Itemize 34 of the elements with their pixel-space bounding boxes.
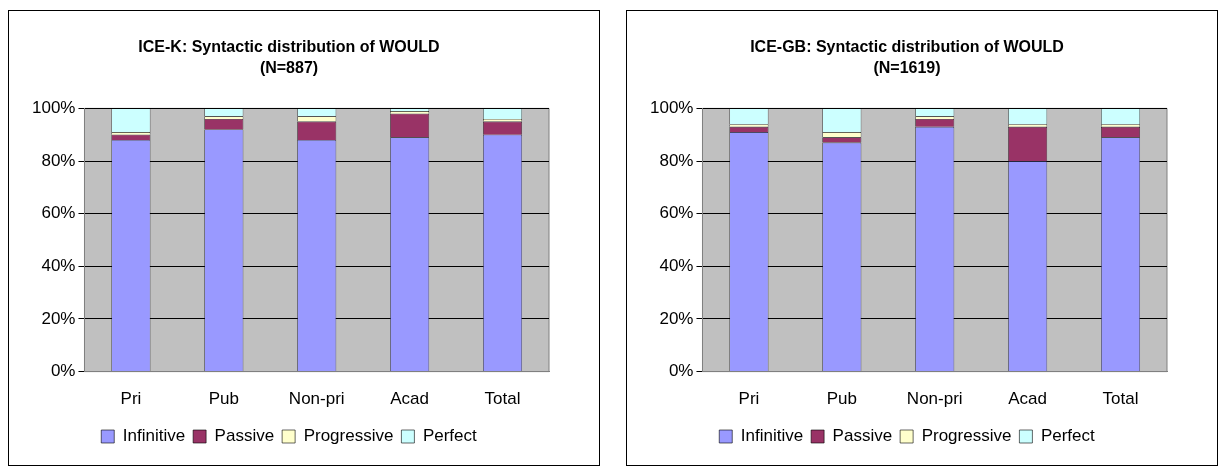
y-tick-label: 100% bbox=[650, 98, 694, 118]
legend-label: Progressive bbox=[303, 426, 394, 446]
y-tick-label: 60% bbox=[659, 203, 694, 223]
x-tick-label: Pri bbox=[120, 389, 142, 409]
chart-title: ICE-K: Syntactic distribution of WOULD bbox=[138, 38, 440, 56]
x-tick-label: Non-pri bbox=[288, 389, 345, 409]
legend-label: Progressive bbox=[921, 426, 1012, 446]
legend-label: Perfect bbox=[1040, 426, 1096, 446]
chart-subtitle: (N=1619) bbox=[873, 59, 941, 77]
legend-label: Passive bbox=[832, 426, 893, 446]
y-tick-label: 40% bbox=[659, 256, 694, 276]
x-tick-label: Pub bbox=[826, 389, 857, 409]
legend-label: Perfect bbox=[422, 426, 478, 446]
y-tick-label: 0% bbox=[668, 361, 694, 381]
chart-title: ICE-GB: Syntactic distribution of WOULD bbox=[750, 38, 1064, 56]
y-tick-label: 40% bbox=[41, 256, 76, 276]
y-tick-label: 60% bbox=[41, 203, 76, 223]
x-tick-label: Acad bbox=[390, 389, 430, 409]
y-tick-label: 100% bbox=[32, 98, 76, 118]
legend-label: Infinitive bbox=[740, 426, 804, 446]
y-tick-label: 20% bbox=[659, 308, 694, 328]
x-tick-label: Total bbox=[484, 389, 521, 409]
y-tick-label: 20% bbox=[41, 308, 76, 328]
x-tick-label: Pri bbox=[738, 389, 760, 409]
y-tick-label: 80% bbox=[41, 150, 76, 170]
x-tick-label: Total bbox=[1102, 389, 1139, 409]
legend-label: Passive bbox=[214, 426, 275, 446]
y-tick-label: 0% bbox=[50, 361, 76, 381]
x-tick-label: Pub bbox=[208, 389, 239, 409]
x-tick-label: Acad bbox=[1008, 389, 1048, 409]
legend-label: Infinitive bbox=[122, 426, 186, 446]
x-tick-label: Non-pri bbox=[906, 389, 963, 409]
y-tick-label: 80% bbox=[659, 150, 694, 170]
chart-subtitle: (N=887) bbox=[259, 59, 319, 77]
